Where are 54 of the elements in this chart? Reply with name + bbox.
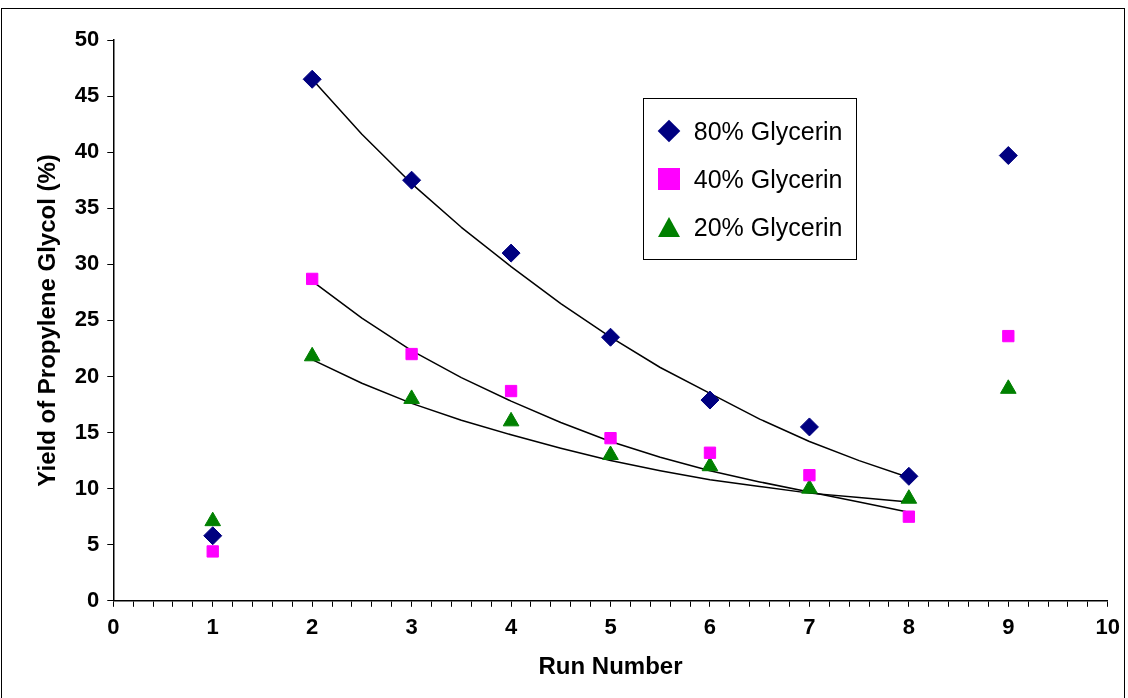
legend-label: 80% Glycerin (693, 116, 843, 146)
point (402, 170, 422, 190)
y-tick-label: 25 (74, 306, 100, 332)
y-axis-title: Yield of Propylene Glycol (%) (33, 154, 61, 487)
point (998, 146, 1018, 166)
y-tick-label: 50 (74, 26, 100, 52)
point (701, 456, 719, 472)
point (504, 384, 518, 398)
point (801, 479, 818, 494)
x-tick-label: 10 (1095, 614, 1121, 640)
y-tick-label: 30 (74, 250, 100, 276)
x-tick-label: 6 (703, 614, 717, 640)
point (799, 417, 819, 437)
legend-label: 40% Glycerin (693, 164, 843, 194)
point (203, 526, 223, 546)
point (1002, 329, 1015, 343)
point (303, 346, 321, 362)
point (204, 511, 222, 527)
point (405, 347, 418, 361)
y-tick-label: 40 (74, 138, 100, 164)
x-tick-label: 2 (306, 614, 319, 640)
legend-label: 20% Glycerin (693, 212, 843, 242)
point (302, 69, 322, 89)
x-tick-label: 9 (1002, 614, 1015, 640)
y-tick-label: 5 (87, 530, 100, 556)
point (502, 411, 520, 427)
point (902, 510, 916, 523)
point (306, 272, 319, 286)
point (206, 545, 219, 558)
point (601, 327, 621, 347)
x-tick-label: 8 (902, 614, 915, 640)
x-tick-label: 3 (405, 614, 418, 640)
y-tick-label: 15 (74, 418, 100, 444)
point (900, 489, 918, 504)
x-axis-title: Run Number (538, 652, 683, 680)
x-tick-label: 5 (604, 614, 617, 640)
x-tick-label: 7 (803, 614, 816, 640)
x-tick-label: 4 (504, 614, 518, 640)
x-tick-label: 1 (206, 614, 219, 640)
y-tick-label: 0 (87, 586, 100, 612)
point (1000, 379, 1017, 394)
point (703, 446, 717, 459)
y-tick-label: 10 (74, 474, 100, 500)
point (602, 445, 619, 460)
point (501, 243, 521, 263)
point (803, 469, 816, 482)
x-tick-label: 0 (107, 614, 120, 640)
y-tick-label: 20 (74, 362, 100, 388)
y-tick-label: 45 (74, 82, 100, 108)
point (700, 390, 720, 410)
point (604, 432, 617, 445)
point (403, 389, 420, 404)
point (899, 466, 919, 486)
y-tick-label: 35 (74, 194, 100, 220)
